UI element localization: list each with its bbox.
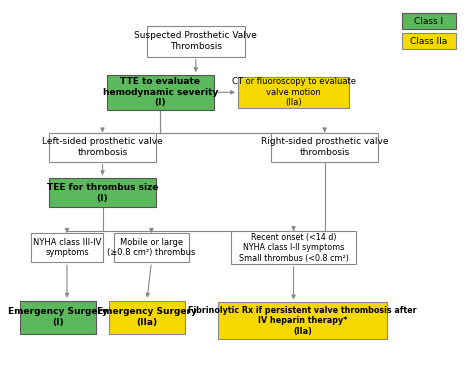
FancyBboxPatch shape (402, 33, 456, 49)
FancyBboxPatch shape (238, 77, 349, 108)
Text: NYHA class III-IV
symptoms: NYHA class III-IV symptoms (33, 238, 101, 257)
FancyBboxPatch shape (402, 13, 456, 29)
FancyBboxPatch shape (231, 231, 356, 264)
Text: Emergency Surgery
(I): Emergency Surgery (I) (8, 307, 108, 327)
Text: Suspected Prosthetic Valve
Thrombosis: Suspected Prosthetic Valve Thrombosis (134, 32, 257, 51)
Text: Right-sided prosthetic valve
thrombosis: Right-sided prosthetic valve thrombosis (261, 137, 388, 157)
FancyBboxPatch shape (271, 132, 378, 162)
FancyBboxPatch shape (147, 26, 245, 57)
Text: Class IIa: Class IIa (410, 37, 447, 46)
FancyBboxPatch shape (107, 75, 214, 110)
FancyBboxPatch shape (109, 301, 185, 334)
FancyBboxPatch shape (20, 301, 96, 334)
FancyBboxPatch shape (114, 233, 189, 262)
FancyBboxPatch shape (49, 178, 156, 207)
FancyBboxPatch shape (49, 132, 156, 162)
Text: TTE to evaluate
hemodynamic severity
(I): TTE to evaluate hemodynamic severity (I) (102, 78, 218, 107)
FancyBboxPatch shape (218, 302, 387, 339)
Text: Fibrinolytic Rx if persistent valve thrombosis after
IV heparin therapy*
(IIa): Fibrinolytic Rx if persistent valve thro… (188, 306, 417, 336)
Text: Class I: Class I (414, 17, 444, 26)
Text: CT or fluoroscopy to evaluate
valve motion
(IIa): CT or fluoroscopy to evaluate valve moti… (231, 78, 356, 107)
Text: Emergency Surgery
(IIa): Emergency Surgery (IIa) (97, 307, 197, 327)
Text: TEE for thrombus size
(I): TEE for thrombus size (I) (47, 183, 158, 203)
Text: Left-sided prosthetic valve
thrombosis: Left-sided prosthetic valve thrombosis (42, 137, 163, 157)
FancyBboxPatch shape (31, 233, 102, 262)
Text: Recent onset (<14 d)
NYHA class I-II symptoms
Small thrombus (<0.8 cm²): Recent onset (<14 d) NYHA class I-II sym… (238, 233, 348, 263)
Text: Mobile or large
(≥0.8 cm²) thrombus: Mobile or large (≥0.8 cm²) thrombus (107, 238, 196, 257)
